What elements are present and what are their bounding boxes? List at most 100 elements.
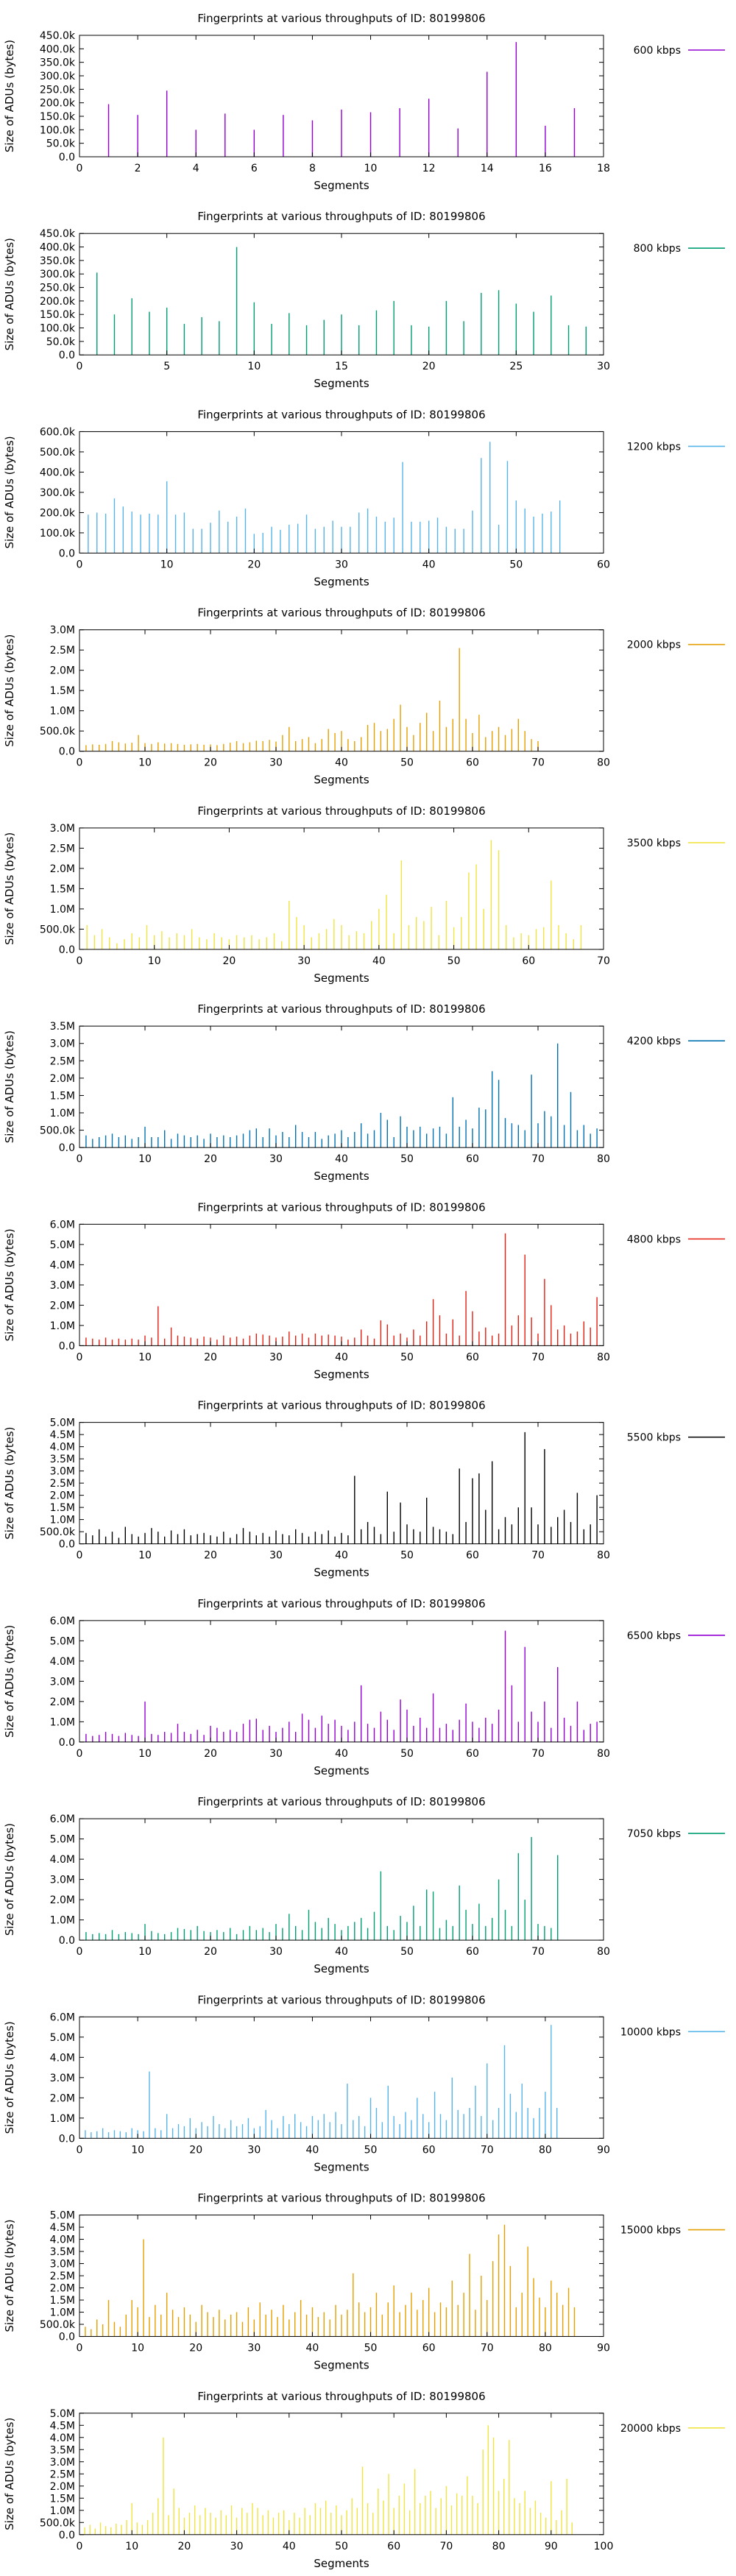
y-tick-label: 450.0k (40, 30, 76, 42)
x-tick-label: 30 (230, 2541, 244, 2552)
x-tick-label: 0 (77, 955, 83, 967)
chart-title: Fingerprints at various throughputs of I… (197, 2390, 485, 2403)
y-tick-label: 150.0k (40, 111, 76, 123)
x-tick-label: 40 (306, 2343, 319, 2354)
legend-label: 7050 kbps (627, 1828, 681, 1840)
legend-label: 6500 kbps (627, 1630, 681, 1642)
y-tick-label: 1.5M (50, 2295, 75, 2307)
y-tick-label: 0.0 (59, 2133, 75, 2145)
plot-frame (79, 1025, 604, 1148)
chart-panel-3: Fingerprints at various throughputs of I… (3, 408, 725, 588)
y-tick-label: 3.5M (50, 1021, 75, 1033)
x-tick-label: 40 (306, 2144, 319, 2156)
x-tick-label: 40 (422, 559, 436, 570)
y-tick-label: 150.0k (40, 309, 76, 321)
y-axis-label: Size of ADUs (bytes) (3, 2219, 16, 2332)
y-axis-label: Size of ADUs (bytes) (3, 2021, 16, 2134)
x-tick-label: 50 (400, 1748, 414, 1760)
x-axis-label: Segments (314, 2160, 369, 2173)
y-tick-label: 1.0M (50, 1108, 75, 1119)
x-tick-label: 90 (597, 2343, 610, 2354)
y-tick-label: 0.0 (59, 2530, 75, 2541)
x-tick-label: 20 (189, 2343, 202, 2354)
x-tick-label: 30 (269, 1946, 283, 1958)
y-tick-label: 2.0M (50, 1300, 75, 1312)
y-tick-label: 2.5M (50, 2469, 75, 2480)
x-tick-label: 0 (77, 1351, 83, 1363)
y-tick-label: 1.5M (50, 1090, 75, 1102)
chart-title: Fingerprints at various throughputs of I… (197, 210, 485, 223)
y-tick-label: 50.0k (46, 138, 76, 150)
legend-label: 1200 kbps (627, 441, 681, 453)
x-axis-label: Segments (314, 972, 369, 985)
x-tick-label: 70 (531, 1946, 545, 1958)
x-tick-label: 0 (77, 2541, 83, 2552)
chart-title: Fingerprints at various throughputs of I… (197, 1399, 485, 1412)
x-tick-label: 10 (138, 1351, 152, 1363)
x-tick-label: 16 (539, 163, 552, 174)
x-tick-label: 10 (247, 361, 261, 372)
y-tick-label: 3.0M (50, 2259, 75, 2271)
x-tick-label: 40 (335, 1351, 348, 1363)
y-tick-label: 4.0M (50, 2432, 75, 2444)
x-tick-label: 0 (77, 361, 83, 372)
y-tick-label: 3.5M (50, 2444, 75, 2456)
x-axis-label: Segments (314, 1962, 369, 1975)
x-tick-label: 10 (138, 757, 152, 769)
y-tick-label: 0.0 (59, 944, 75, 956)
x-tick-label: 70 (531, 1748, 545, 1760)
y-tick-label: 2.5M (50, 843, 75, 854)
chart-title: Fingerprints at various throughputs of I… (197, 408, 485, 421)
x-tick-label: 0 (77, 1153, 83, 1165)
y-tick-label: 500.0k (40, 726, 76, 737)
x-tick-label: 10 (138, 1550, 152, 1562)
x-tick-label: 30 (297, 955, 311, 967)
y-tick-label: 3.0M (50, 1875, 75, 1886)
x-tick-label: 50 (447, 955, 461, 967)
x-tick-label: 0 (77, 1946, 83, 1958)
chart-panel-13: Fingerprints at various throughputs of I… (3, 2390, 725, 2570)
x-tick-label: 18 (597, 163, 610, 174)
chart-panel-11: Fingerprints at various throughputs of I… (3, 1993, 725, 2173)
y-tick-label: 3.0M (50, 1466, 75, 1478)
chart-title: Fingerprints at various throughputs of I… (197, 1795, 485, 1808)
y-tick-label: 5.0M (50, 2210, 75, 2222)
y-tick-label: 500.0k (40, 447, 76, 459)
legend-label: 5500 kbps (627, 1432, 681, 1444)
x-tick-label: 10 (125, 2541, 138, 2552)
x-axis-label: Segments (314, 575, 369, 588)
x-axis-label: Segments (314, 774, 369, 787)
x-tick-label: 40 (335, 1153, 348, 1165)
x-tick-label: 50 (335, 2541, 348, 2552)
x-tick-label: 50 (400, 1351, 414, 1363)
x-tick-label: 20 (422, 361, 436, 372)
legend-label: 20000 kbps (620, 2423, 681, 2435)
plot-frame (79, 35, 604, 158)
x-tick-label: 70 (439, 2541, 453, 2552)
x-tick-label: 70 (531, 1351, 545, 1363)
y-tick-label: 250.0k (40, 283, 76, 294)
y-tick-label: 4.5M (50, 1429, 75, 1441)
x-axis-label: Segments (314, 1170, 369, 1183)
y-tick-label: 300.0k (40, 269, 76, 280)
y-tick-label: 5.0M (50, 2032, 75, 2044)
chart-title: Fingerprints at various throughputs of I… (197, 12, 485, 25)
x-tick-label: 20 (204, 1550, 217, 1562)
y-tick-label: 4.5M (50, 2222, 75, 2234)
y-tick-label: 300.0k (40, 487, 76, 499)
x-tick-label: 60 (466, 1748, 479, 1760)
x-tick-label: 70 (597, 955, 610, 967)
y-tick-label: 0.0 (59, 152, 75, 163)
chart-panel-6: Fingerprints at various throughputs of I… (3, 1002, 725, 1183)
x-tick-label: 10 (138, 1153, 152, 1165)
y-tick-label: 4.0M (50, 2052, 75, 2064)
chart-title: Fingerprints at various throughputs of I… (197, 606, 485, 620)
y-tick-label: 3.5M (50, 2246, 75, 2258)
x-tick-label: 0 (77, 2144, 83, 2156)
x-tick-label: 70 (531, 1550, 545, 1562)
y-tick-label: 1.0M (50, 2113, 75, 2125)
x-tick-label: 60 (466, 1153, 479, 1165)
legend-label: 2000 kbps (627, 640, 681, 651)
y-tick-label: 3.0M (50, 1038, 75, 1050)
